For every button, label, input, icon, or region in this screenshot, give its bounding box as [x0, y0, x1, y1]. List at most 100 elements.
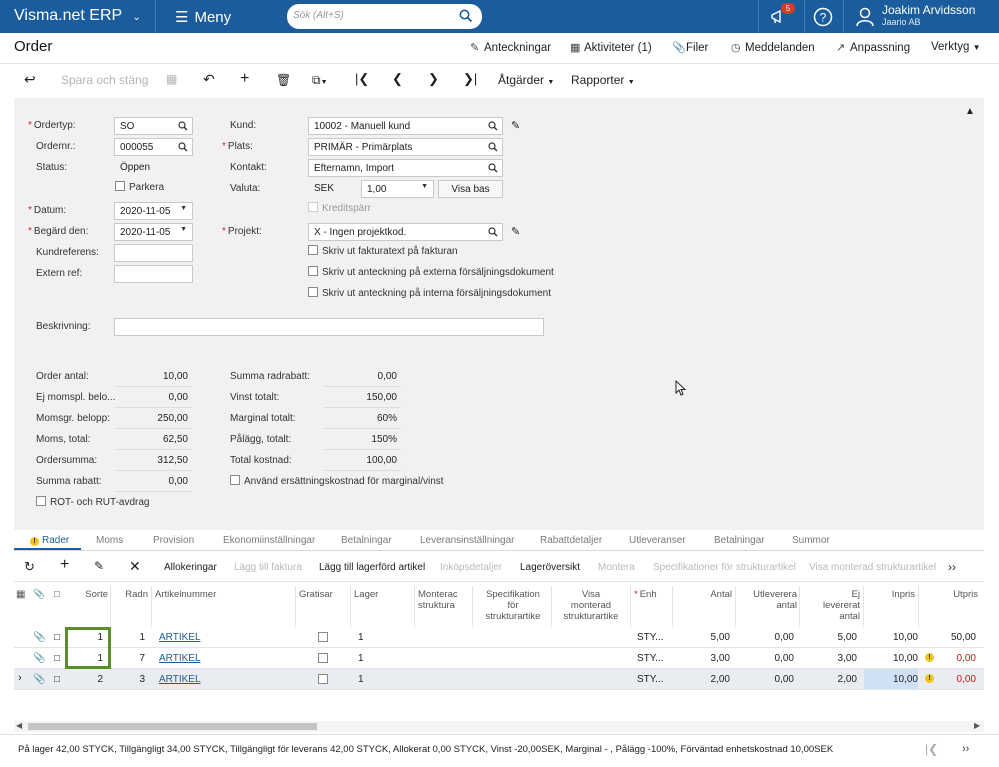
first-record-icon[interactable]: |❮: [355, 71, 370, 86]
tab-item[interactable]: Leveransinställningar: [420, 535, 515, 546]
undo-icon[interactable]: ↶: [203, 71, 215, 87]
column-free[interactable]: Gratisar: [299, 589, 333, 600]
copy-paste-icon[interactable]: ⧉▼: [312, 73, 328, 87]
cell-unit[interactable]: STY...: [637, 674, 664, 685]
stock-overview-button[interactable]: Lageröversikt: [520, 562, 581, 573]
cell-shipped[interactable]: 0,00: [774, 674, 794, 685]
cell-shipped[interactable]: 0,00: [774, 632, 794, 643]
cell-warehouse[interactable]: 1: [358, 653, 364, 664]
help-icon[interactable]: ?: [813, 7, 833, 27]
allocations-button[interactable]: Allokeringar: [164, 562, 217, 573]
save-icon[interactable]: ▦: [166, 72, 178, 86]
column-spec[interactable]: Specifikation för strukturartike: [485, 589, 541, 622]
tools-menu[interactable]: Verktyg ▼: [931, 41, 980, 53]
print-external-note-checkbox[interactable]: Skriv ut anteckning på externa försäljni…: [308, 266, 554, 278]
purchase-details-button[interactable]: Inköpsdetaljer: [440, 562, 503, 573]
add-row-icon[interactable]: +: [60, 556, 70, 573]
table-row[interactable]: 📎 □ 1 7 ARTIKEL 1 STY... 3,00 0,00 3,00 …: [14, 648, 984, 669]
caret-down-icon[interactable]: ▼: [180, 226, 187, 233]
search-icon[interactable]: [178, 142, 188, 152]
cell-cost[interactable]: 10,00: [864, 669, 918, 689]
user-icon[interactable]: [855, 6, 875, 27]
attachment-icon[interactable]: 📎: [33, 632, 46, 643]
tab-item[interactable]: Betalningar: [341, 535, 392, 546]
caret-down-icon[interactable]: ▼: [180, 205, 187, 212]
edit-icon[interactable]: ✎: [511, 120, 521, 132]
cell-line[interactable]: 3: [139, 674, 145, 685]
search-input[interactable]: Sök (Alt+S): [287, 4, 482, 29]
last-record-icon[interactable]: ❯|: [463, 71, 478, 86]
print-invoice-text-checkbox[interactable]: Skriv ut fakturatext på fakturan: [308, 245, 458, 257]
search-icon[interactable]: [488, 142, 498, 152]
ordertype-field[interactable]: SO: [114, 117, 193, 135]
add-icon[interactable]: +: [240, 70, 250, 87]
column-settings-icon[interactable]: ▦: [16, 589, 26, 600]
tab-item[interactable]: Summor: [792, 535, 830, 546]
cell-item-link[interactable]: ARTIKEL: [159, 653, 201, 664]
tab-item[interactable]: Rabattdetaljer: [540, 535, 602, 546]
credit-hold-checkbox[interactable]: Kreditspärr: [308, 202, 371, 214]
customer-ref-field[interactable]: [114, 244, 193, 262]
expand-icon[interactable]: ››: [962, 743, 970, 755]
cell-qty[interactable]: 5,00: [710, 632, 730, 643]
previous-record-icon[interactable]: ❮: [392, 71, 403, 86]
kit-spec-button[interactable]: Specifikationer för strukturartikel: [653, 562, 796, 573]
column-not-shipped[interactable]: Ej levererat antal: [823, 589, 860, 622]
tab-item[interactable]: Moms: [96, 535, 123, 546]
free-item-checkbox[interactable]: [318, 674, 332, 686]
scrollbar-thumb[interactable]: [28, 723, 317, 730]
cell-price[interactable]: 50,00: [950, 632, 976, 643]
customize-link[interactable]: ↗ Anpassning: [836, 41, 910, 54]
files-link[interactable]: 📎Filer: [672, 41, 708, 54]
activities-link[interactable]: ▦ Aktiviteter (1): [570, 41, 652, 54]
column-unit[interactable]: * Enh: [634, 589, 657, 600]
delete-row-icon[interactable]: ✕: [129, 558, 141, 574]
park-checkbox[interactable]: Parkera: [115, 181, 164, 193]
cell-shipped[interactable]: 0,00: [774, 653, 794, 664]
attachment-icon[interactable]: 📎: [33, 653, 46, 664]
table-row[interactable]: 📎 □ 1 1 ARTIKEL 1 STY... 5,00 0,00 5,00 …: [14, 627, 984, 648]
note-icon[interactable]: □: [54, 674, 61, 685]
free-item-checkbox[interactable]: [318, 653, 332, 665]
column-assembled[interactable]: Monterac struktura: [418, 589, 458, 611]
column-cost[interactable]: Inpris: [891, 589, 915, 600]
external-ref-field[interactable]: [114, 265, 193, 283]
replacement-cost-checkbox[interactable]: Använd ersättningskostnad för marginal/v…: [230, 475, 444, 487]
project-field[interactable]: X - Ingen projektkod.: [308, 223, 503, 241]
cell-warehouse[interactable]: 1: [358, 674, 364, 685]
column-sort[interactable]: Sorte: [85, 589, 108, 600]
tab-item[interactable]: Utleveranser: [629, 535, 686, 546]
view-base-button[interactable]: Visa bas: [438, 180, 503, 198]
cell-cost[interactable]: 10,00: [892, 653, 918, 664]
search-icon[interactable]: [488, 227, 498, 237]
column-show-assembled[interactable]: Visa monterad strukturartike: [563, 589, 619, 622]
free-item-checkbox[interactable]: [318, 632, 332, 644]
assemble-button[interactable]: Montera: [598, 562, 635, 573]
description-field[interactable]: [114, 318, 544, 336]
user-name[interactable]: Joakim Arvidsson: [882, 3, 976, 17]
cell-sort[interactable]: 1: [97, 653, 103, 664]
messages-link[interactable]: ◷ Meddelanden: [731, 41, 815, 54]
add-stock-item-button[interactable]: Lägg till lagerförd artikel: [319, 562, 426, 573]
date-field[interactable]: 2020-11-05 ▼: [114, 202, 193, 220]
tab-item[interactable]: Betalningar: [714, 535, 765, 546]
notes-link[interactable]: ✎ Anteckningar: [470, 41, 551, 54]
edit-row-icon[interactable]: ✎: [94, 559, 105, 573]
column-line[interactable]: Radn: [125, 589, 148, 600]
megaphone-icon[interactable]: [770, 9, 788, 25]
contact-field[interactable]: Efternamn, Import: [308, 159, 503, 177]
cell-line[interactable]: 1: [139, 632, 145, 643]
cell-qty[interactable]: 3,00: [710, 653, 730, 664]
location-field[interactable]: PRIMÄR - Primärplats: [308, 138, 503, 156]
edit-icon[interactable]: ✎: [511, 226, 521, 238]
show-assembled-button[interactable]: Visa monterad strukturartikel: [809, 562, 937, 573]
more-icon[interactable]: ››: [948, 560, 956, 574]
cell-unit[interactable]: STY...: [637, 653, 664, 664]
attachment-icon[interactable]: 📎: [33, 674, 46, 685]
next-record-icon[interactable]: ❯: [428, 71, 439, 86]
column-warehouse[interactable]: Lager: [354, 589, 379, 600]
cell-item-link[interactable]: ARTIKEL: [159, 674, 201, 685]
reports-menu[interactable]: Rapporter ▼: [571, 73, 635, 87]
cell-warehouse[interactable]: 1: [358, 632, 364, 643]
column-price[interactable]: Utpris: [953, 589, 978, 600]
